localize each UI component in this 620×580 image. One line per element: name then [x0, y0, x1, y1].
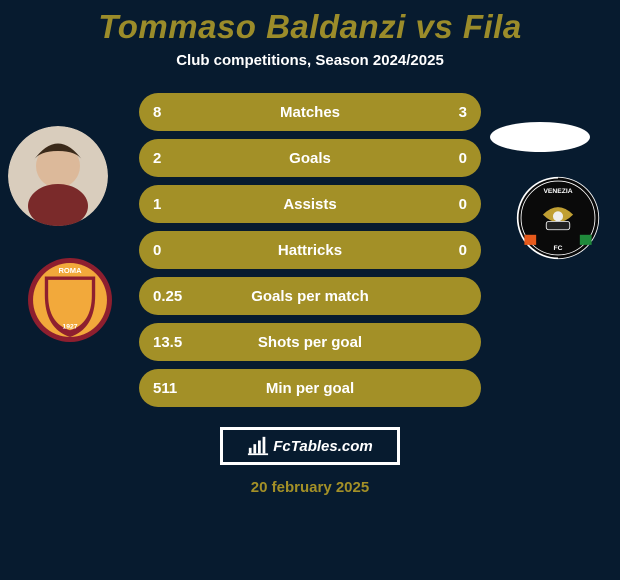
brand-badge[interactable]: FcTables.com: [220, 427, 400, 465]
stat-left-value: 0.25: [153, 288, 213, 305]
stat-label: Assists: [213, 196, 407, 213]
stat-label: Matches: [213, 104, 407, 121]
stat-row: 0Hattricks0: [139, 231, 481, 269]
stat-label: Hattricks: [213, 242, 407, 259]
footer-date: 20 february 2025: [0, 479, 620, 496]
page-title: Tommaso Baldanzi vs Fila: [0, 8, 620, 46]
stat-row: 2Goals0: [139, 139, 481, 177]
page-subtitle: Club competitions, Season 2024/2025: [0, 52, 620, 69]
stat-left-value: 0: [153, 242, 213, 259]
bar-chart-icon: [247, 435, 269, 457]
stat-row: 13.5Shots per goal: [139, 323, 481, 361]
stat-label: Goals: [213, 150, 407, 167]
club-right-logo: VENEZIA FC: [516, 176, 600, 260]
stat-right-value: 3: [407, 104, 467, 121]
player-left-avatar: [8, 126, 108, 226]
stat-label: Goals per match: [213, 288, 407, 305]
stat-row: 1Assists0: [139, 185, 481, 223]
stat-label: Min per goal: [213, 380, 407, 397]
stat-left-value: 13.5: [153, 334, 213, 351]
stat-row: 8Matches3: [139, 93, 481, 131]
stat-left-value: 1: [153, 196, 213, 213]
svg-text:1927: 1927: [63, 324, 78, 331]
stat-right-value: 0: [407, 196, 467, 213]
stat-right-value: 0: [407, 150, 467, 167]
stat-left-value: 511: [153, 380, 213, 397]
svg-text:ROMA: ROMA: [58, 266, 82, 275]
club-left-logo: 1927 ROMA: [28, 258, 112, 342]
svg-text:VENEZIA: VENEZIA: [543, 188, 572, 195]
brand-label: FcTables.com: [273, 438, 372, 455]
player-right-avatar: [490, 122, 590, 152]
comparison-card: Tommaso Baldanzi vs Fila Club competitio…: [0, 0, 620, 580]
stat-left-value: 8: [153, 104, 213, 121]
stat-left-value: 2: [153, 150, 213, 167]
stat-row: 511Min per goal: [139, 369, 481, 407]
stat-label: Shots per goal: [213, 334, 407, 351]
stat-row: 0.25Goals per match: [139, 277, 481, 315]
stat-right-value: 0: [407, 242, 467, 259]
svg-text:FC: FC: [554, 245, 563, 252]
